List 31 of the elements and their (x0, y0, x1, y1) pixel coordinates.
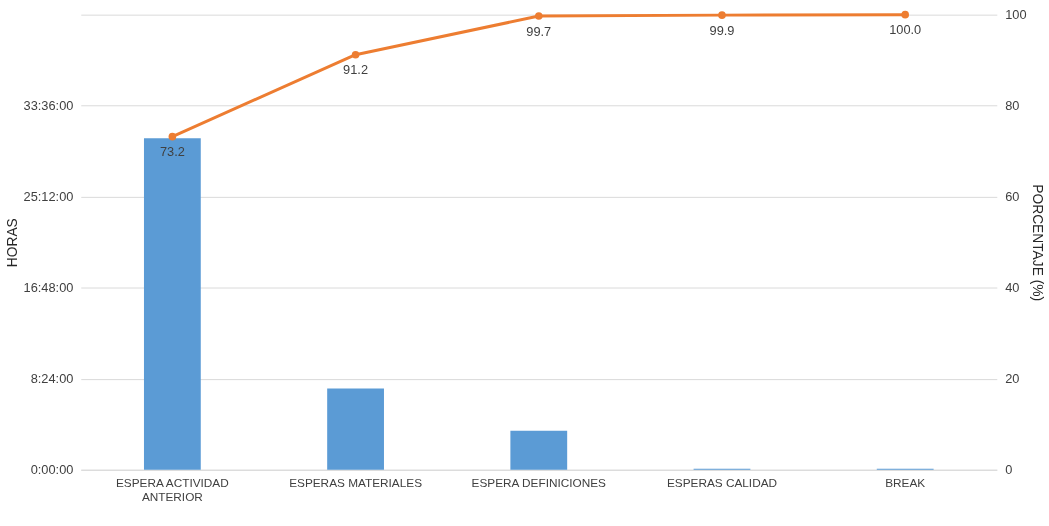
y2-axis-title: PORCENTAJE (%) (1030, 184, 1046, 302)
y2-tick-label: 20 (1005, 371, 1020, 387)
bar (143, 138, 201, 470)
y-axis-title: HORAS (4, 218, 20, 268)
y2-tick-label: 80 (1005, 98, 1020, 114)
y2-tick-label: 100 (1005, 7, 1027, 23)
y-tick-label: 33:36:00 (23, 98, 74, 114)
point (534, 12, 543, 20)
x-tick-label: ESPERA ACTIVIDAD ANTERIOR (115, 475, 229, 504)
y-tick-label: 25:12:00 (23, 189, 74, 205)
point (718, 11, 726, 19)
data-label: 100.0 (889, 22, 922, 38)
bar (327, 388, 384, 470)
point (351, 50, 360, 59)
y2-tick-label: 40 (1005, 280, 1020, 296)
y2-tick-label: 0 (1005, 462, 1013, 478)
data-label: 91.2 (343, 62, 369, 78)
bar (510, 430, 568, 470)
y-tick-label: 0:00:00 (30, 462, 74, 478)
x-tick-label: ESPERA DEFINICIONES (471, 475, 607, 490)
point (168, 132, 177, 141)
data-label: 99.7 (526, 23, 552, 39)
x-tick-label: BREAK (885, 475, 926, 490)
y-tick-label: 16:48:00 (23, 280, 74, 296)
x-tick-label: ESPERAS CALIDAD (666, 475, 778, 490)
y-tick-label: 8:24:00 (30, 371, 74, 387)
y2-tick-label: 60 (1005, 189, 1020, 205)
point (901, 10, 910, 19)
data-label: 73.2 (159, 144, 185, 160)
x-tick-label: ESPERAS MATERIALES (289, 475, 423, 490)
data-label: 99.9 (709, 22, 735, 38)
